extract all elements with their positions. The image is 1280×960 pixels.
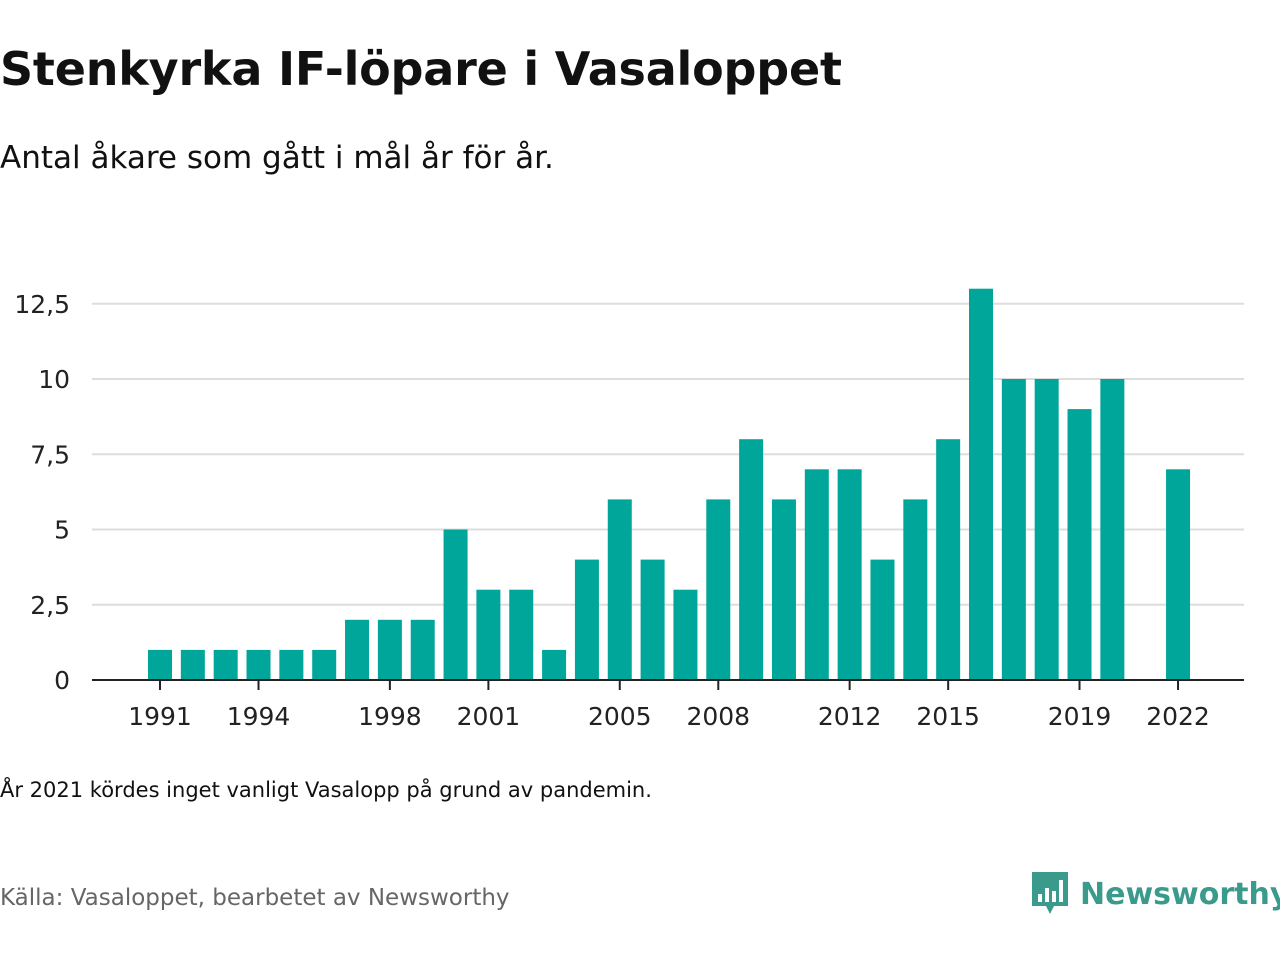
bar [969,288,993,680]
bar-chart: 0 2,5 5 7,5 10 12,5 1991 1994 1998 2001 2005 2008 20… [14,288,1244,731]
bar [903,499,928,680]
bar [673,589,698,680]
bar [804,469,829,680]
x-tick-label: 2008 [686,702,750,731]
x-tick-label: 2005 [588,702,652,731]
x-tick-label: 1994 [227,702,291,731]
x-tick-label: 1998 [358,702,422,731]
bar [476,589,501,680]
bar [936,439,961,680]
bar [443,529,468,680]
x-tick-label: 2001 [457,702,521,731]
bar [607,499,632,680]
bar [213,649,238,680]
bar [870,559,895,680]
y-tick-label: 12,5 [14,290,70,319]
bar [345,619,370,680]
bar [771,499,796,680]
bar [1034,379,1059,680]
chart-subtitle: Antal åkare som gått i mål år för år. [0,140,554,176]
newsworthy-logo-icon [1032,872,1068,914]
bar [509,589,534,680]
bar [1100,379,1125,680]
bar [1166,469,1191,680]
bar [312,649,337,680]
bar [410,619,435,680]
x-tick-label: 2022 [1146,702,1210,731]
bar [148,649,172,680]
bar [574,559,599,680]
bar [1001,379,1026,680]
bar [279,649,304,680]
x-tick-label: 2015 [916,702,980,731]
bar [706,499,731,680]
x-tick-label: 2012 [818,702,882,731]
bar [640,559,665,680]
y-tick-label: 5 [54,516,70,545]
y-tick-label: 10 [38,365,70,394]
bar [739,439,764,680]
bar [837,469,862,680]
bar [542,649,567,680]
logo-text: Newsworthy [1080,876,1280,912]
bar [180,649,205,680]
x-tick-label: 1991 [128,702,192,731]
y-tick-label: 2,5 [30,591,70,620]
source-text: Källa: Vasaloppet, bearbetet av Newswort… [0,885,510,911]
bar [1067,409,1092,680]
y-tick-label: 0 [54,666,70,695]
bar [377,619,402,680]
newsworthy-logo: Newsworthy [1030,870,1280,918]
y-tick-label: 7,5 [30,440,70,469]
bar [246,649,271,680]
chart-note: År 2021 kördes inget vanligt Vasalopp på… [0,778,652,802]
chart-title: Stenkyrka IF-löpare i Vasaloppet [0,42,842,96]
x-tick-label: 2019 [1048,702,1112,731]
